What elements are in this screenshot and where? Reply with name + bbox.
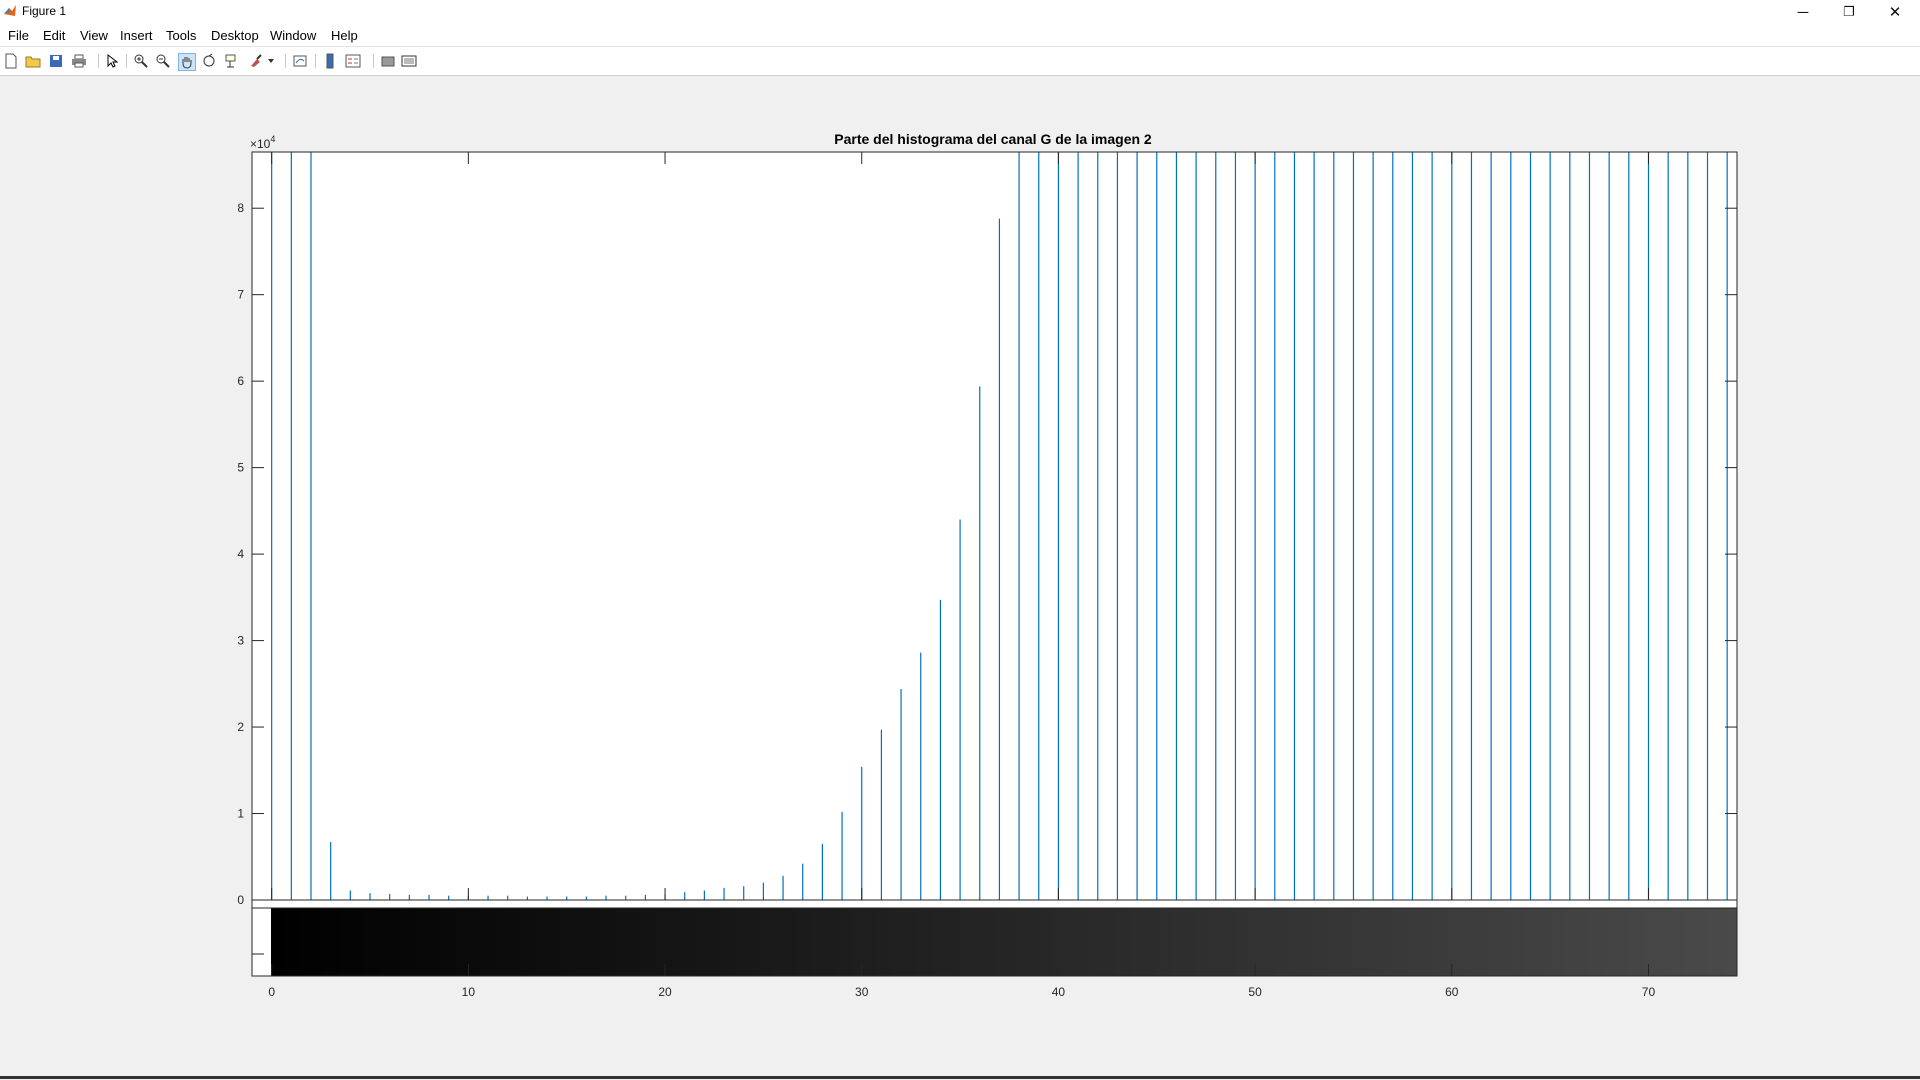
close-button[interactable]: ✕ [1872, 0, 1918, 24]
axes [251, 151, 1738, 977]
y-tick-label: 2 [237, 720, 244, 734]
x-tick-label: 50 [1248, 985, 1262, 999]
histogram-chart[interactable]: Parte del histograma del canal G de la i… [0, 76, 1920, 1076]
menu-window[interactable]: Window [270, 28, 317, 43]
colorbar-icon[interactable] [322, 53, 338, 69]
restore-button[interactable]: ❐ [1826, 0, 1872, 24]
window-bottom-border [0, 1076, 1920, 1079]
plot-area [252, 152, 1737, 976]
menu-insert[interactable]: Insert [120, 28, 153, 43]
x-tick-label: 70 [1642, 985, 1656, 999]
y-tick-label: 0 [237, 893, 244, 907]
edit-plot-arrow-icon[interactable] [104, 53, 120, 69]
x-tick-label: 20 [658, 985, 672, 999]
figure-canvas: Parte del histograma del canal G de la i… [0, 76, 1920, 1080]
hide-plot-tools-icon[interactable] [380, 53, 396, 69]
grayscale-colorbar [271, 908, 1737, 976]
menu-edit[interactable]: Edit [43, 28, 66, 43]
y-tick-label: 4 [237, 547, 244, 561]
close-icon: ✕ [1888, 4, 1902, 21]
menu-help[interactable]: Help [331, 28, 358, 43]
window-titlebar: Figure 1 ─ ❐ ✕ [0, 0, 1920, 24]
x-tick-label: 10 [462, 985, 476, 999]
window-title: Figure 1 [22, 4, 67, 18]
menu-bar: File Edit View Insert Tools Desktop Wind… [0, 24, 1920, 64]
stem-series [271, 152, 1728, 900]
print-icon[interactable] [71, 53, 87, 69]
zoom-in-icon[interactable] [133, 53, 149, 69]
matlab-logo-icon [4, 5, 16, 16]
legend-icon[interactable] [345, 53, 361, 69]
link-plot-icon[interactable] [292, 53, 308, 69]
brush-dropdown-icon[interactable] [266, 53, 276, 69]
y-tick-label: 5 [237, 461, 244, 475]
pan-hand-icon[interactable] [178, 53, 196, 71]
menu-tools[interactable]: Tools [166, 28, 197, 43]
chart-title: Parte del histograma del canal G de la i… [834, 131, 1152, 147]
x-tick-label: 40 [1052, 985, 1066, 999]
x-tick-label: 60 [1445, 985, 1459, 999]
zoom-out-icon[interactable] [155, 53, 171, 69]
minimize-icon: ─ [1797, 3, 1809, 21]
y-exponent-label: ×104 [250, 134, 275, 151]
menu-view[interactable]: View [80, 28, 108, 43]
y-tick-label: 1 [237, 807, 244, 821]
brush-icon[interactable] [248, 53, 264, 69]
menu-desktop[interactable]: Desktop [211, 28, 259, 43]
y-tick-label: 7 [237, 288, 244, 302]
new-figure-icon[interactable] [3, 53, 19, 69]
y-tick-label: 8 [237, 201, 244, 215]
save-icon[interactable] [48, 53, 64, 69]
x-tick-label: 0 [268, 985, 275, 999]
y-axis-ticks: 0 1 2 3 4 5 6 7 8 [237, 201, 1737, 955]
figure-toolbar [0, 47, 1920, 76]
y-tick-label: 3 [237, 634, 244, 648]
open-file-icon[interactable] [25, 53, 41, 69]
minimize-button[interactable]: ─ [1780, 0, 1826, 24]
show-plot-tools-icon[interactable] [401, 53, 417, 69]
restore-icon: ❐ [1843, 4, 1855, 19]
y-tick-label: 6 [237, 374, 244, 388]
x-axis-ticks: 0 10 20 30 40 50 60 70 [268, 152, 1655, 999]
rotate-3d-icon[interactable] [201, 53, 217, 69]
x-tick-label: 30 [855, 985, 869, 999]
data-cursor-icon[interactable] [224, 53, 240, 69]
menu-file[interactable]: File [8, 28, 29, 43]
